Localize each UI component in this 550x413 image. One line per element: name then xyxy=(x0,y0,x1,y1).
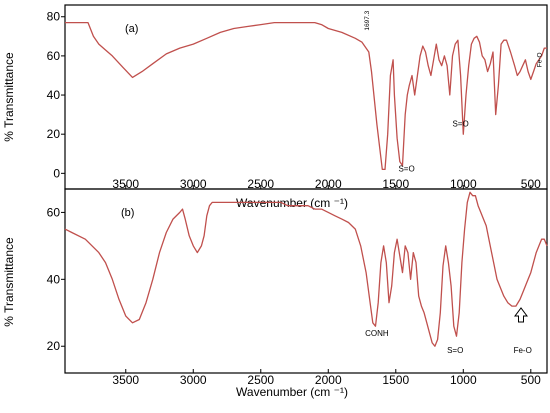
panel-a-y-ticks: 0 20 40 60 80 xyxy=(47,10,65,180)
panel-a-x-axis-title: Wavenumber (cm ⁻¹) xyxy=(236,196,348,210)
panel-b-x-tick-label: 3500 xyxy=(112,373,139,387)
panel-b-annotation: CONH xyxy=(365,329,389,338)
fe-o-arrow-icon xyxy=(514,307,528,323)
panel-b-label: (b) xyxy=(121,207,134,219)
panel-b-x-tick-label: 2500 xyxy=(247,373,274,387)
panel-a-x-tick-label: 1000 xyxy=(450,177,477,191)
panel-a-y-tick-label: 20 xyxy=(47,127,61,141)
panel-a-annotation: S=O xyxy=(452,119,468,128)
panel-a-annotation: 1697.3 xyxy=(364,10,371,30)
panel-b-x-tick-label: 500 xyxy=(521,373,541,387)
panel-b-x-tick-label: 2000 xyxy=(315,373,342,387)
panel-b: 3500 3000 2500 2000 1500 1000 500 20 40 60 CONH S… xyxy=(2,188,548,399)
panel-a-spectrum-line xyxy=(65,21,547,171)
panel-a-x-tick-label: 500 xyxy=(521,177,541,191)
panel-b-x-tick-label: 1000 xyxy=(450,373,477,387)
panel-a-x-tick-label: 1500 xyxy=(382,177,409,191)
panel-b-spectrum-line xyxy=(64,191,548,347)
panel-b-x-tick-label: 1500 xyxy=(382,373,409,387)
panel-a-y-tick-label: 40 xyxy=(47,88,61,102)
panel-a-x-tick-label: 2500 xyxy=(247,177,274,191)
panel-b-x-ticks: 3500 3000 2500 2000 1500 1000 500 xyxy=(112,369,541,387)
panel-b-y-ticks: 20 40 60 xyxy=(47,205,65,353)
panel-a-y-tick-label: 80 xyxy=(47,10,61,24)
panel-a-x-tick-label: 2000 xyxy=(315,177,342,191)
panel-b-x-axis-title: Wavenumber (cm ⁻¹) xyxy=(236,385,348,399)
panel-b-annotation: S=O xyxy=(447,346,463,355)
panel-b-plot-frame xyxy=(64,188,548,374)
panel-b-y-tick-label: 20 xyxy=(47,339,61,353)
panel-a-annotations: 1697.3 S=O S=O Fe-O xyxy=(364,10,543,173)
panel-b-y-tick-label: 60 xyxy=(47,205,61,219)
panel-b-y-axis-title: % Transmittance xyxy=(2,237,16,327)
panel-b-annotations: CONH S=O Fe-O xyxy=(365,329,532,355)
panel-a-label: (a) xyxy=(125,23,138,35)
panel-a-spectrum-layer xyxy=(65,21,547,171)
panel-a-y-tick-label: 60 xyxy=(47,49,61,63)
panel-b-x-tick-label: 3000 xyxy=(180,373,207,387)
panel-b-y-tick-label: 40 xyxy=(47,272,61,286)
panel-a-y-axis-title: % Transmittance xyxy=(2,52,16,142)
panel-a: 3500 3000 2500 2000 1500 1000 500 0 20 40 60 80 16… xyxy=(2,4,548,210)
panel-a-annotation: Fe-O xyxy=(537,52,544,67)
panel-a-x-tick-label: 3000 xyxy=(180,177,207,191)
panel-b-spectrum-layer xyxy=(64,191,548,347)
panel-b-annotation: Fe-O xyxy=(514,346,532,355)
panel-a-x-ticks: 3500 3000 2500 2000 1500 1000 500 xyxy=(112,177,541,191)
panel-a-x-tick-label: 3500 xyxy=(112,177,139,191)
panel-a-annotation: S=O xyxy=(398,164,414,173)
panel-a-y-tick-label: 0 xyxy=(53,166,60,180)
